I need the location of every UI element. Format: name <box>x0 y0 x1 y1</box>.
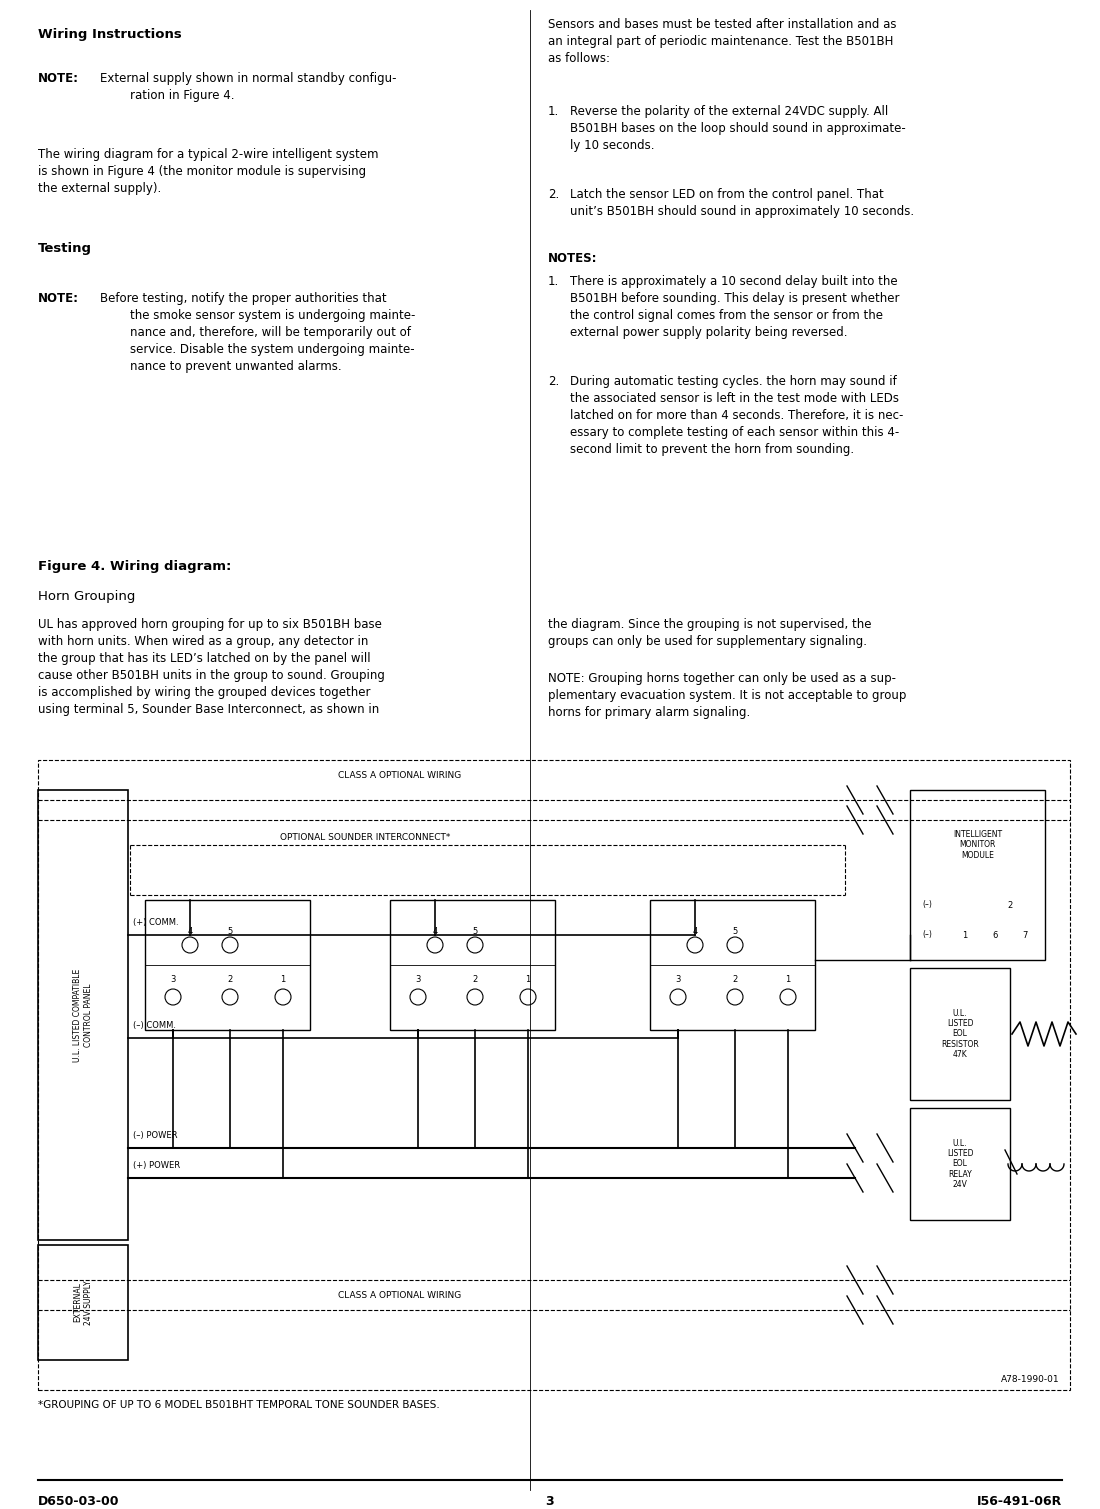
Text: Reverse the polarity of the external 24VDC supply. All
B501BH bases on the loop : Reverse the polarity of the external 24V… <box>570 106 905 152</box>
Text: A78-1990-01: A78-1990-01 <box>1001 1376 1060 1384</box>
Bar <box>650 899 815 1031</box>
Text: Latch the sensor LED on from the control panel. That
unit’s B501BH should sound : Latch the sensor LED on from the control… <box>570 189 914 217</box>
Text: 4: 4 <box>187 928 192 937</box>
Text: 5: 5 <box>228 928 232 937</box>
Bar <box>390 899 556 1031</box>
Text: (–) COMM.: (–) COMM. <box>133 1022 176 1031</box>
Text: (+) COMM.: (+) COMM. <box>133 917 178 927</box>
Text: U.L. LISTED COMPATIBLE
CONTROL PANEL: U.L. LISTED COMPATIBLE CONTROL PANEL <box>74 969 92 1062</box>
Text: 2: 2 <box>228 975 232 984</box>
Text: 7: 7 <box>1022 931 1027 940</box>
Text: 2.: 2. <box>548 376 559 388</box>
Text: 1: 1 <box>526 975 530 984</box>
Text: NOTES:: NOTES: <box>548 252 597 266</box>
Text: UL has approved horn grouping for up to six B501BH base
with horn units. When wi: UL has approved horn grouping for up to … <box>39 619 385 715</box>
Text: 5: 5 <box>733 928 738 937</box>
Text: (–): (–) <box>922 901 932 910</box>
Text: Figure 4. Wiring diagram:: Figure 4. Wiring diagram: <box>39 560 231 573</box>
Text: 1.: 1. <box>548 106 559 118</box>
Text: 6: 6 <box>992 931 998 940</box>
Text: 1: 1 <box>785 975 791 984</box>
Text: *GROUPING OF UP TO 6 MODEL B501BHT TEMPORAL TONE SOUNDER BASES.: *GROUPING OF UP TO 6 MODEL B501BHT TEMPO… <box>39 1400 440 1409</box>
Text: Before testing, notify the proper authorities that
        the smoke sensor syst: Before testing, notify the proper author… <box>100 293 416 373</box>
Text: 1: 1 <box>962 931 968 940</box>
Text: (–) POWER: (–) POWER <box>133 1132 177 1139</box>
Text: 3: 3 <box>675 975 681 984</box>
Text: 2: 2 <box>733 975 738 984</box>
Text: CLASS A OPTIONAL WIRING: CLASS A OPTIONAL WIRING <box>339 771 462 780</box>
Text: 2.: 2. <box>548 189 559 201</box>
Bar <box>39 1245 128 1360</box>
Text: (–): (–) <box>922 931 932 940</box>
Text: 3: 3 <box>546 1495 554 1507</box>
Text: 2: 2 <box>472 975 477 984</box>
Bar <box>39 791 128 1240</box>
Text: U.L.
LISTED
EOL
RESISTOR
47K: U.L. LISTED EOL RESISTOR 47K <box>942 1008 979 1059</box>
Bar <box>39 761 1070 1390</box>
Text: Testing: Testing <box>39 241 92 255</box>
Bar <box>910 967 1010 1100</box>
Text: 1: 1 <box>280 975 286 984</box>
Text: Wiring Instructions: Wiring Instructions <box>39 29 182 41</box>
Bar <box>910 1108 1010 1219</box>
Text: D650-03-00: D650-03-00 <box>39 1495 120 1507</box>
Text: 5: 5 <box>472 928 477 937</box>
Text: INTELLIGENT
MONITOR
MODULE: INTELLIGENT MONITOR MODULE <box>953 830 1002 860</box>
Text: I56-491-06R: I56-491-06R <box>977 1495 1062 1507</box>
Text: During automatic testing cycles. the horn may sound if
the associated sensor is : During automatic testing cycles. the hor… <box>570 376 903 456</box>
Text: 3: 3 <box>170 975 176 984</box>
Text: U.L.
LISTED
EOL
RELAY
24V: U.L. LISTED EOL RELAY 24V <box>947 1139 974 1189</box>
Text: the diagram. Since the grouping is not supervised, the
groups can only be used f: the diagram. Since the grouping is not s… <box>548 619 871 647</box>
Bar <box>910 791 1045 960</box>
Text: OPTIONAL SOUNDER INTERCONNECT*: OPTIONAL SOUNDER INTERCONNECT* <box>280 833 450 842</box>
Text: 1.: 1. <box>548 275 559 288</box>
Text: The wiring diagram for a typical 2-wire intelligent system
is shown in Figure 4 : The wiring diagram for a typical 2-wire … <box>39 148 378 195</box>
Text: Horn Grouping: Horn Grouping <box>39 590 135 604</box>
Text: (+) POWER: (+) POWER <box>133 1160 180 1169</box>
Text: NOTE:: NOTE: <box>39 293 79 305</box>
Text: 4: 4 <box>692 928 697 937</box>
Text: EXTERNAL
24V SUPPLY: EXTERNAL 24V SUPPLY <box>74 1280 92 1325</box>
Text: NOTE:: NOTE: <box>39 72 79 85</box>
Text: 4: 4 <box>432 928 438 937</box>
Text: Sensors and bases must be tested after installation and as
an integral part of p: Sensors and bases must be tested after i… <box>548 18 896 65</box>
Text: CLASS A OPTIONAL WIRING: CLASS A OPTIONAL WIRING <box>339 1290 462 1299</box>
Text: There is approximately a 10 second delay built into the
B501BH before sounding. : There is approximately a 10 second delay… <box>570 275 900 340</box>
Bar <box>145 899 310 1031</box>
Text: 2: 2 <box>1008 901 1013 910</box>
Text: NOTE: Grouping horns together can only be used as a sup-
plementary evacuation s: NOTE: Grouping horns together can only b… <box>548 672 906 718</box>
Text: External supply shown in normal standby configu-
        ration in Figure 4.: External supply shown in normal standby … <box>100 72 396 103</box>
Text: 3: 3 <box>416 975 420 984</box>
